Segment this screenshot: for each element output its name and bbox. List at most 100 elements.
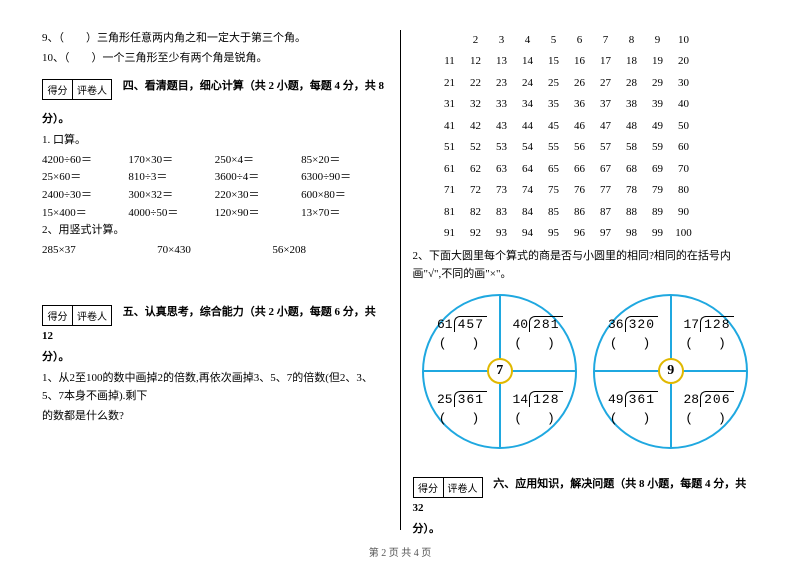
- mental-item: 810÷3＝: [128, 169, 214, 187]
- paren: ( ): [439, 332, 486, 351]
- section-4-title-tail: 分）。: [42, 110, 388, 126]
- num-row: 41424344454647484950: [437, 116, 759, 137]
- num-row: 71727374757677787980: [437, 180, 759, 201]
- paren: ( ): [514, 407, 561, 426]
- mental-item: 220×30＝: [215, 187, 301, 205]
- num-cell: 7: [593, 30, 619, 51]
- num-cell: 70: [671, 159, 697, 180]
- num-cell: 79: [645, 180, 671, 201]
- num-cell: 99: [645, 223, 671, 244]
- num-cell: 98: [619, 223, 645, 244]
- num-cell: 93: [489, 223, 515, 244]
- num-row: 81828384858687888990: [437, 202, 759, 223]
- num-cell: 88: [619, 202, 645, 223]
- number-grid: 2345678910111213141516171819202122232425…: [437, 30, 759, 244]
- c2-bl: 49361 ( ): [595, 371, 671, 447]
- num-cell: [437, 30, 463, 51]
- num-cell: 37: [593, 94, 619, 115]
- sec5-q1-line1: 1、从2至100的数中画掉2的倍数,再依次画掉3、5、7的倍数(但2、3、5、7…: [42, 370, 388, 405]
- num-cell: 67: [593, 159, 619, 180]
- num-cell: 21: [437, 73, 463, 94]
- mental-item: 13×70＝: [301, 205, 387, 223]
- num-row: 919293949596979899100: [437, 223, 759, 244]
- num-cell: 30: [671, 73, 697, 94]
- num-cell: 76: [567, 180, 593, 201]
- num-cell: 60: [671, 137, 697, 158]
- mental-item: 120×90＝: [215, 205, 301, 223]
- score-box-4: 得分 评卷人: [42, 79, 112, 100]
- num-cell: 44: [515, 116, 541, 137]
- mental-item: 250×4＝: [215, 152, 301, 170]
- c1-tl: 61457 ( ): [424, 296, 500, 372]
- num-cell: 95: [541, 223, 567, 244]
- paren: ( ): [514, 332, 561, 351]
- paren: ( ): [685, 407, 732, 426]
- num-cell: 64: [515, 159, 541, 180]
- num-row: 51525354555657585960: [437, 137, 759, 158]
- circles-diagram: 7 61457 ( ) 40281 ( ) 25361 ( ) 14128 ( …: [413, 294, 759, 449]
- vertical-item: 70×430: [157, 242, 272, 260]
- num-cell: 75: [541, 180, 567, 201]
- num-cell: 84: [515, 202, 541, 223]
- num-cell: 17: [593, 51, 619, 72]
- num-cell: 65: [541, 159, 567, 180]
- question-10: 10、（ ）一个三角形至少有两个角是锐角。: [42, 50, 388, 68]
- score-label: 得分: [414, 478, 444, 497]
- num-cell: 68: [619, 159, 645, 180]
- num-cell: 31: [437, 94, 463, 115]
- num-cell: 51: [437, 137, 463, 158]
- grader-label: 评卷人: [73, 306, 111, 325]
- mental-row: 15×400＝4000÷50＝120×90＝13×70＝: [42, 205, 388, 223]
- section-5-title-tail: 分）。: [42, 348, 388, 364]
- vertical-item: 56×208: [272, 242, 387, 260]
- num-cell: 53: [489, 137, 515, 158]
- num-cell: 86: [567, 202, 593, 223]
- num-cell: 35: [541, 94, 567, 115]
- num-cell: 33: [489, 94, 515, 115]
- mental-row: 2400÷30＝300×32＝220×30＝600×80＝: [42, 187, 388, 205]
- num-cell: 29: [645, 73, 671, 94]
- mental-item: 2400÷30＝: [42, 187, 128, 205]
- mental-item: 3600÷4＝: [215, 169, 301, 187]
- c1-bl: 25361 ( ): [424, 371, 500, 447]
- num-cell: 23: [489, 73, 515, 94]
- mental-item: 85×20＝: [301, 152, 387, 170]
- paren: ( ): [610, 332, 657, 351]
- num-cell: 28: [619, 73, 645, 94]
- num-cell: 18: [619, 51, 645, 72]
- num-cell: 55: [541, 137, 567, 158]
- num-cell: 92: [463, 223, 489, 244]
- num-row: 61626364656667686970: [437, 159, 759, 180]
- mental-calc-grid: 4200÷60＝170×30＝250×4＝85×20＝25×60＝810÷3＝3…: [42, 152, 388, 222]
- num-cell: 72: [463, 180, 489, 201]
- num-cell: 38: [619, 94, 645, 115]
- num-cell: 94: [515, 223, 541, 244]
- num-cell: 89: [645, 202, 671, 223]
- num-cell: 25: [541, 73, 567, 94]
- num-cell: 3: [489, 30, 515, 51]
- num-cell: 52: [463, 137, 489, 158]
- mental-item: 25×60＝: [42, 169, 128, 187]
- big-circle-2: 9 36320 ( ) 17128 ( ) 49361 ( ) 28206 ( …: [593, 294, 748, 449]
- num-cell: 82: [463, 202, 489, 223]
- num-cell: 90: [671, 202, 697, 223]
- num-cell: 87: [593, 202, 619, 223]
- num-cell: 4: [515, 30, 541, 51]
- num-row: 31323334353637383940: [437, 94, 759, 115]
- grader-label: 评卷人: [73, 80, 111, 99]
- num-cell: 74: [515, 180, 541, 201]
- num-cell: 24: [515, 73, 541, 94]
- right-q2: 2、下面大圆里每个算式的商是否与小圆里的相同?相同的在括号内画"√",不同的画"…: [413, 248, 759, 283]
- num-cell: 48: [619, 116, 645, 137]
- num-cell: 36: [567, 94, 593, 115]
- num-cell: 45: [541, 116, 567, 137]
- num-cell: 20: [671, 51, 697, 72]
- num-cell: 46: [567, 116, 593, 137]
- num-cell: 43: [489, 116, 515, 137]
- num-cell: 42: [463, 116, 489, 137]
- num-cell: 47: [593, 116, 619, 137]
- sec5-q1-line2: 的数都是什么数?: [42, 408, 388, 426]
- num-cell: 8: [619, 30, 645, 51]
- num-cell: 19: [645, 51, 671, 72]
- num-cell: 77: [593, 180, 619, 201]
